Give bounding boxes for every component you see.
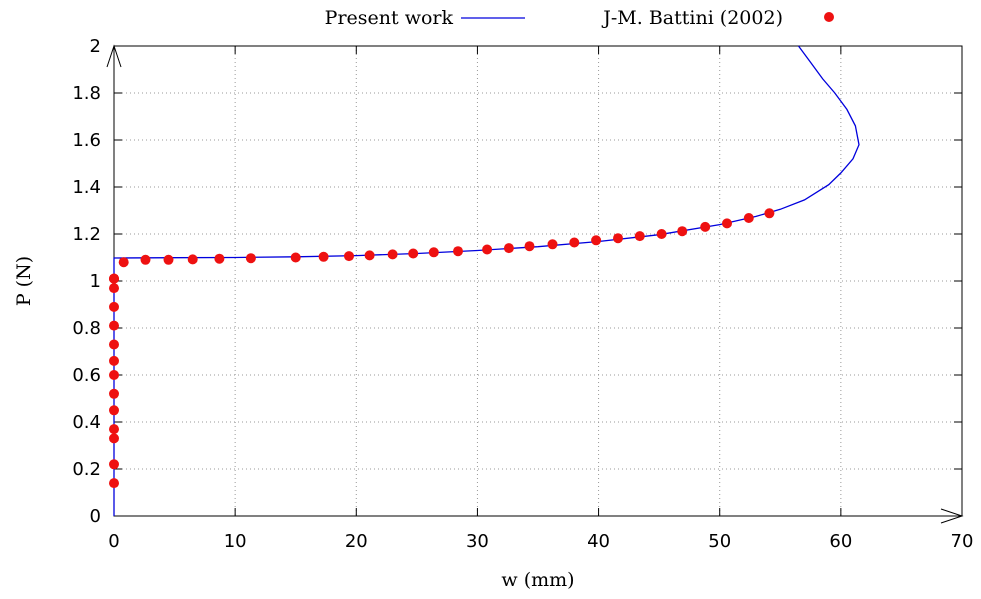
data-point <box>109 355 119 366</box>
data-point <box>364 250 375 261</box>
data-point <box>743 213 754 223</box>
x-tick-label: 0 <box>108 531 119 552</box>
y-tick-label: 0 <box>90 506 101 527</box>
plot-area <box>109 45 860 516</box>
x-axis-arrowhead <box>940 508 964 524</box>
data-point <box>591 235 602 246</box>
x-tick-label: 50 <box>708 531 731 552</box>
x-tick-label: 70 <box>951 531 974 552</box>
data-point <box>118 257 129 268</box>
data-point <box>109 370 119 380</box>
data-point <box>109 433 119 444</box>
data-point <box>187 254 198 265</box>
legend: Present work J-M. Battini (2002) <box>325 7 834 29</box>
x-tick-label: 10 <box>224 531 247 552</box>
data-point <box>109 339 119 350</box>
grid <box>114 46 962 516</box>
data-point <box>245 253 256 264</box>
data-point <box>677 226 688 237</box>
data-point <box>109 459 119 470</box>
x-tick-label: 60 <box>829 531 852 552</box>
y-tick-label: 0.4 <box>72 412 101 433</box>
data-point <box>613 233 623 244</box>
data-point <box>344 251 354 262</box>
y-tick-label: 1.8 <box>72 83 101 104</box>
axis-tick-labels: 0 10 20 30 40 50 60 70 0 0.2 0.4 0.6 0.8 1 1.2 1.4 1.6 1.… <box>72 36 973 552</box>
data-point <box>109 273 119 284</box>
y-tick-label: 2 <box>90 36 101 57</box>
y-tick-label: 1 <box>90 271 101 292</box>
data-point <box>764 208 775 219</box>
y-tick-label: 0.6 <box>72 365 101 386</box>
data-point <box>482 244 493 255</box>
data-point <box>214 253 225 264</box>
data-point <box>109 388 119 399</box>
series-line-present-work <box>113 45 860 516</box>
x-tick-label: 30 <box>466 531 489 552</box>
data-point <box>318 251 329 262</box>
data-point <box>700 221 711 232</box>
data-point <box>503 243 514 254</box>
y-tick-label: 0.8 <box>72 318 101 339</box>
data-point <box>634 231 645 242</box>
x-axis-title: w (mm) <box>501 569 574 591</box>
data-point <box>163 254 174 265</box>
data-point <box>387 249 398 260</box>
data-point <box>547 239 558 250</box>
data-point <box>722 218 732 229</box>
data-point <box>109 405 119 416</box>
data-point <box>569 237 580 248</box>
data-point <box>453 246 463 257</box>
series-points-battini <box>109 208 775 489</box>
y-axis-title: P (N) <box>13 256 35 306</box>
data-point <box>109 478 119 489</box>
data-point <box>290 252 301 263</box>
data-point <box>109 301 119 312</box>
x-tick-label: 40 <box>587 531 610 552</box>
data-point <box>109 320 119 331</box>
y-tick-label: 0.2 <box>72 459 101 480</box>
data-point <box>656 229 667 239</box>
data-point <box>524 241 535 252</box>
legend-swatch-battini <box>824 12 834 22</box>
data-point <box>109 283 119 294</box>
y-axis-arrowhead <box>106 44 122 68</box>
data-point <box>408 248 419 259</box>
y-tick-label: 1.6 <box>72 130 101 151</box>
data-point <box>109 424 119 435</box>
legend-label-present-work: Present work <box>325 7 454 29</box>
y-tick-label: 1.4 <box>72 177 101 198</box>
x-tick-label: 20 <box>345 531 368 552</box>
legend-label-battini: J-M. Battini (2002) <box>601 7 783 29</box>
data-point <box>428 247 439 258</box>
y-tick-label: 1.2 <box>72 224 101 245</box>
data-point <box>140 254 151 265</box>
